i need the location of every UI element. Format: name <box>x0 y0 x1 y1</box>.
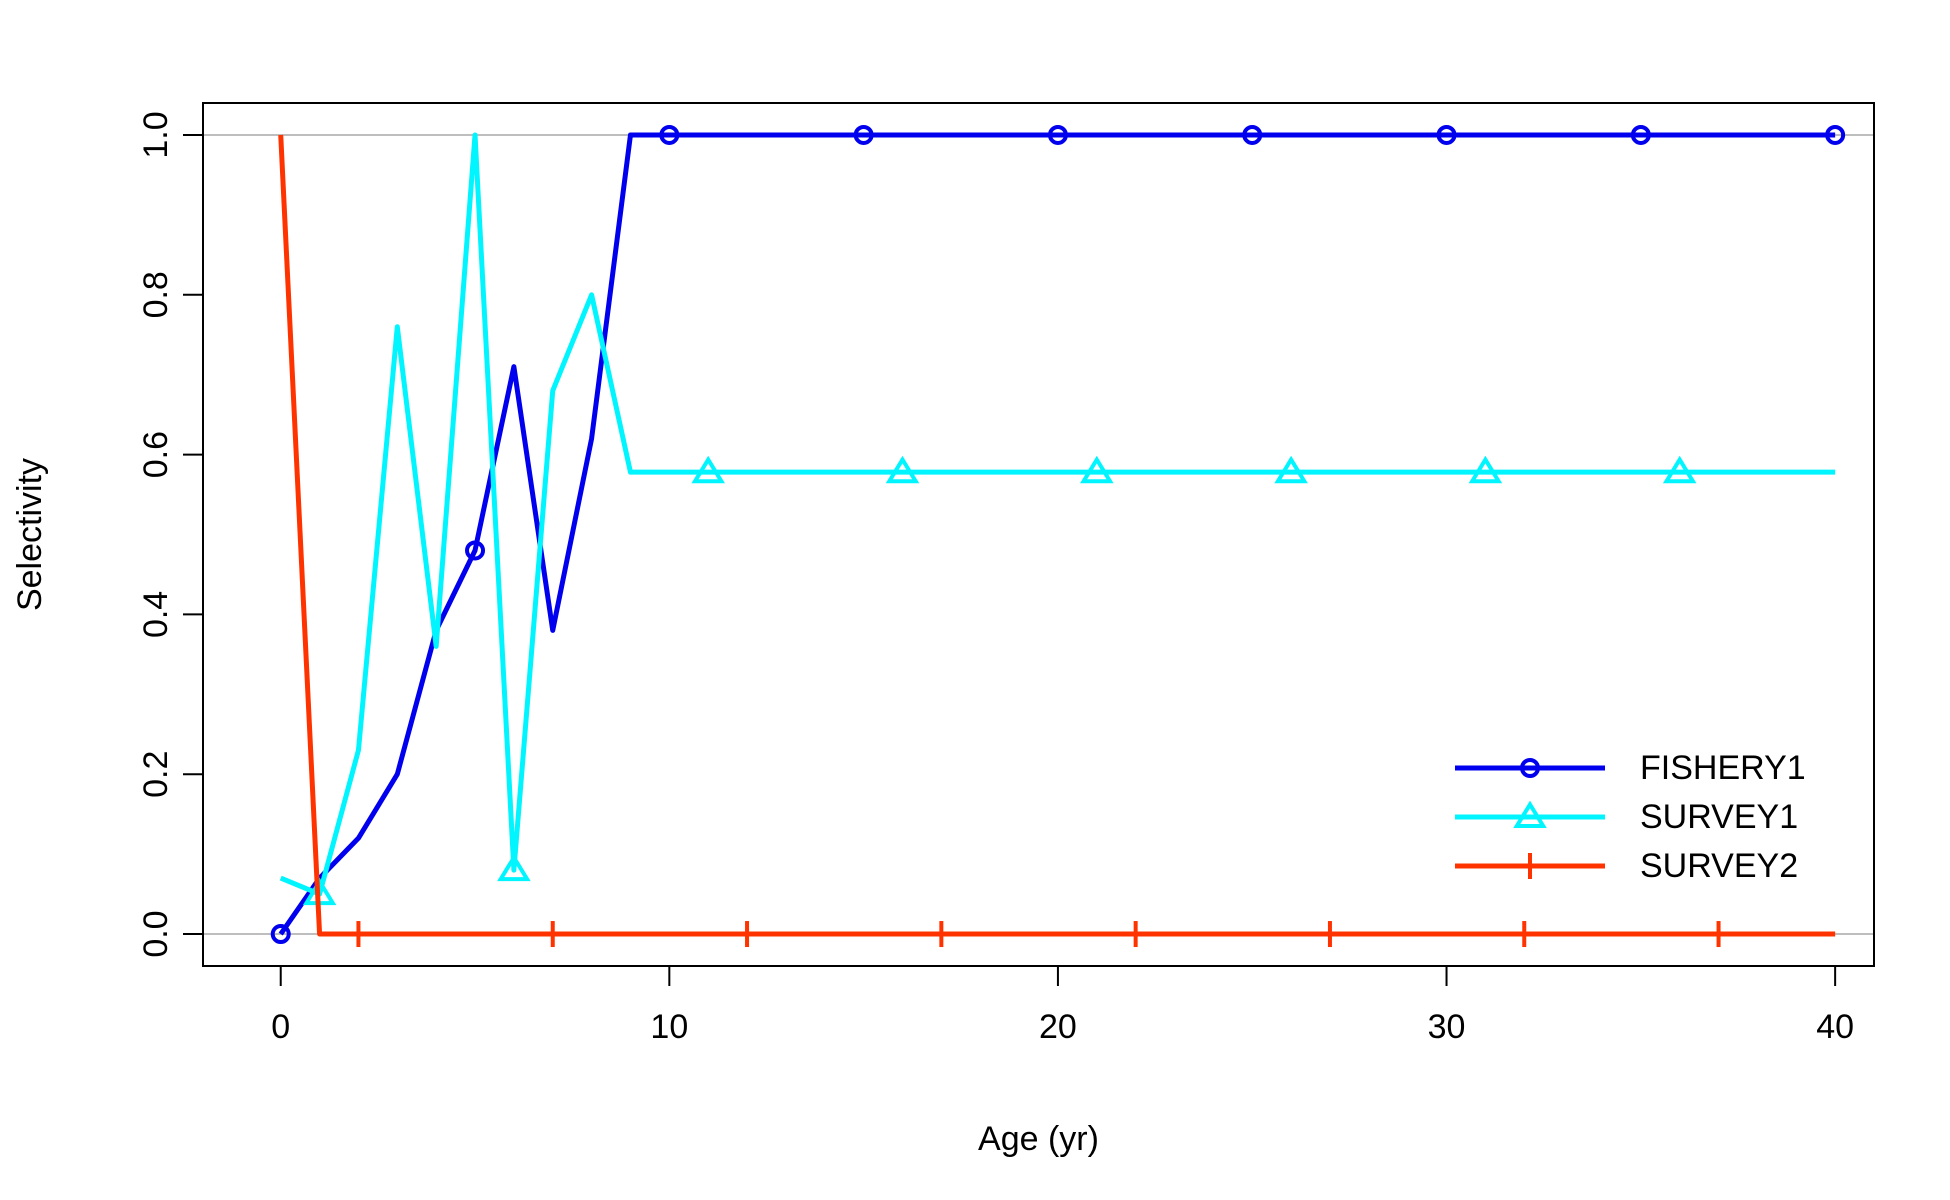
data-point-fishery1-7 <box>1630 124 1651 145</box>
data-point-survey1-2 <box>691 455 725 484</box>
data-point-survey1-7 <box>1662 455 1697 484</box>
y-tick-label-5: 1.0 <box>137 111 175 158</box>
data-point-fishery1-8 <box>1825 124 1846 145</box>
legend-label-fishery1: FISHERY1 <box>1640 749 1806 787</box>
legend-label-survey2: SURVEY2 <box>1640 847 1798 885</box>
data-point-survey1-1 <box>497 853 531 882</box>
data-point-survey1-5 <box>1274 455 1308 484</box>
y-tick-label-3: 0.6 <box>137 431 175 478</box>
y-tick-label-4: 0.8 <box>137 271 175 318</box>
x-axis: 0 10 20 30 40 <box>271 965 1854 1046</box>
legend-marker-fishery1 <box>1520 758 1540 778</box>
data-point-fishery1-0 <box>270 924 291 945</box>
legend-label-survey1: SURVEY1 <box>1640 798 1798 836</box>
data-point-survey1-6 <box>1468 455 1503 484</box>
data-point-fishery1-6 <box>1436 124 1457 145</box>
data-point-survey1-4 <box>1080 455 1114 484</box>
data-point-fishery1-3 <box>853 124 874 145</box>
series-layer <box>270 124 1846 948</box>
legend-entry-survey1: SURVEY1 <box>1455 798 1798 836</box>
x-tick-label-4: 40 <box>1816 1008 1854 1046</box>
y-tick-label-1: 0.2 <box>137 751 175 798</box>
series-line-survey1 <box>279 132 1836 897</box>
legend: FISHERY1 SURVEY1 SURVEY2 <box>1455 749 1806 885</box>
data-point-survey1-3 <box>885 455 920 484</box>
y-axis-title: Selectivity <box>11 458 49 611</box>
x-tick-label-2: 20 <box>1039 1008 1077 1046</box>
series-line-survey2 <box>278 134 1836 937</box>
y-axis: 0.0 0.2 0.4 0.6 0.8 1.0 <box>137 111 204 958</box>
x-axis-title: Age (yr) <box>978 1120 1099 1158</box>
y-tick-label-0: 0.0 <box>137 910 175 957</box>
series-survey2 <box>278 134 1836 948</box>
data-point-fishery1-2 <box>659 124 680 145</box>
legend-marker-survey1 <box>1513 800 1547 828</box>
data-point-fishery1-5 <box>1242 124 1263 145</box>
legend-entry-survey2: SURVEY2 <box>1455 847 1798 885</box>
legend-entry-fishery1: FISHERY1 <box>1455 749 1806 787</box>
x-tick-label-3: 30 <box>1428 1008 1466 1046</box>
x-tick-label-0: 0 <box>271 1008 290 1046</box>
data-point-fishery1-1 <box>465 540 486 561</box>
x-tick-label-1: 10 <box>650 1008 688 1046</box>
y-tick-label-2: 0.4 <box>137 591 175 638</box>
data-point-fishery1-4 <box>1047 124 1068 145</box>
